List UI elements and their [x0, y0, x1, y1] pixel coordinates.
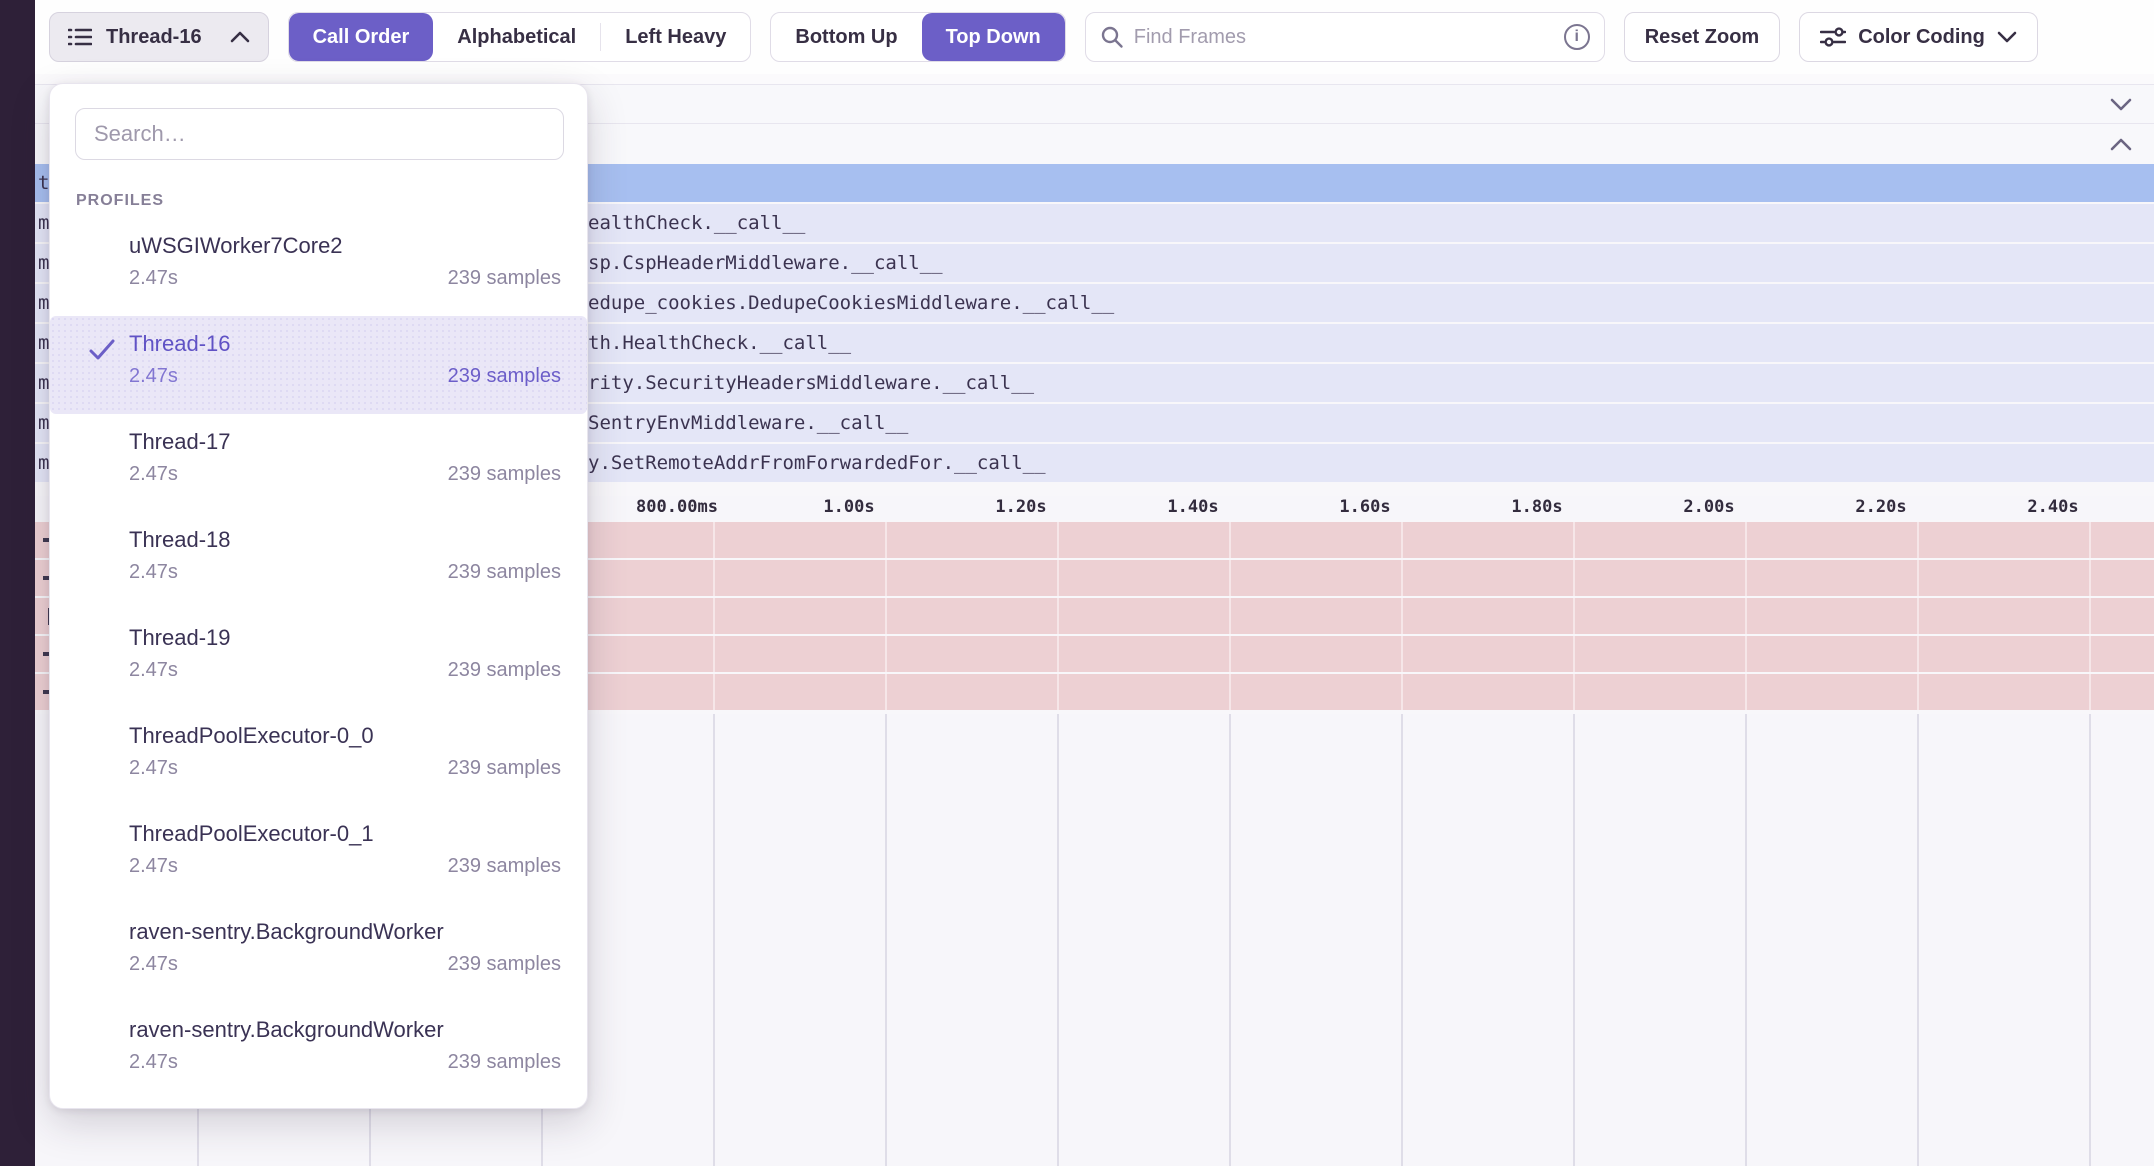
time-axis-tick: 800.00ms [636, 497, 718, 517]
frame-label: SentryEnvMiddleware.__call__ [588, 412, 909, 434]
tab-alphabetical[interactable]: Alphabetical [457, 25, 577, 48]
reset-zoom-button[interactable]: Reset Zoom [1623, 12, 1781, 62]
profile-item-selected[interactable]: Thread-16 2.47s 239 samples [50, 316, 587, 414]
profile-samples: 239 samples [447, 463, 561, 485]
frame-label: rity.SecurityHeadersMiddleware.__call__ [588, 372, 1035, 394]
profile-duration: 2.47s [129, 1051, 178, 1073]
frame-fragment [43, 652, 54, 656]
frame-fragment [43, 690, 54, 694]
frame-label: sp.CspHeaderMiddleware.__call__ [588, 252, 943, 274]
flamegraph-toolbar: Thread-16 Call Order Alphabetical Left H… [35, 0, 2154, 74]
find-frames-search[interactable]: i [1084, 12, 1605, 62]
app-sidebar-edge [0, 0, 35, 1166]
profile-name: Thread-18 [129, 527, 231, 552]
profile-name: Thread-19 [129, 625, 231, 650]
profile-duration: 2.47s [129, 365, 178, 387]
tab-left-heavy[interactable]: Left Heavy [625, 25, 727, 48]
profile-name: ThreadPoolExecutor-0_1 [129, 821, 374, 846]
flame-top-strip [35, 74, 2154, 84]
time-axis-tick: 2.20s [1855, 497, 1907, 517]
profile-duration: 2.47s [129, 757, 178, 779]
frame-label: edupe_cookies.DedupeCookiesMiddleware.__… [588, 292, 1115, 314]
find-frames-input[interactable] [1133, 25, 1554, 49]
profile-name: ThreadPoolExecutor-0_0 [129, 723, 374, 748]
profile-item[interactable]: uWSGIWorker7Core2 2.47s 239 samples [50, 218, 587, 316]
profile-duration: 2.47s [129, 267, 178, 289]
frame-label-fragment: m [38, 252, 50, 274]
tab-call-order[interactable]: Call Order [288, 13, 434, 61]
frame-label-fragment: m [38, 372, 50, 394]
time-axis-tick: 1.00s [823, 497, 875, 517]
profile-duration: 2.47s [129, 855, 178, 877]
frame-label-fragment: t [38, 172, 50, 194]
time-axis-tick: 2.00s [1683, 497, 1735, 517]
profile-samples: 239 samples [447, 365, 561, 387]
tab-top-down[interactable]: Top Down [921, 13, 1065, 61]
profile-item[interactable]: raven-sentry.BackgroundWorker 2.47s 239 … [50, 904, 587, 1002]
time-axis-tick: 2.40s [2027, 497, 2079, 517]
frame-label-fragment: m [38, 452, 50, 474]
direction-segmented-control: Bottom Up Top Down [770, 12, 1066, 62]
profile-name: Thread-17 [129, 429, 231, 454]
profile-item[interactable]: ThreadPoolExecutor-0_1 2.47s 239 samples [50, 806, 587, 904]
check-icon [89, 339, 115, 360]
time-axis-tick: 1.60s [1339, 497, 1391, 517]
profile-samples: 239 samples [447, 659, 561, 681]
profile-samples: 239 samples [447, 267, 561, 289]
thread-selector-button[interactable]: Thread-16 [49, 12, 269, 62]
segment-divider [600, 23, 602, 51]
frame-label-fragment: m [38, 292, 50, 314]
color-coding-button[interactable]: Color Coding [1799, 12, 2038, 62]
profiles-dropdown-panel: PROFILES uWSGIWorker7Core2 2.47s 239 sam… [49, 83, 588, 1109]
profile-duration: 2.47s [129, 659, 178, 681]
search-icon [1101, 26, 1123, 48]
frame-label-fragment: m [38, 212, 50, 234]
frame-label: ealthCheck.__call__ [588, 212, 806, 234]
time-axis-tick: 1.80s [1511, 497, 1563, 517]
chevron-up-icon [230, 31, 249, 43]
time-axis-tick: 1.20s [995, 497, 1047, 517]
profile-name: uWSGIWorker7Core2 [129, 233, 343, 258]
profile-samples: 239 samples [447, 855, 561, 877]
profile-samples: 239 samples [447, 561, 561, 583]
profiles-section-label: PROFILES [76, 192, 165, 209]
profile-name: raven-sentry.BackgroundWorker [129, 1017, 444, 1042]
frame-fragment [43, 576, 54, 580]
profile-duration: 2.47s [129, 561, 178, 583]
profile-name: Thread-16 [129, 331, 231, 356]
profile-item[interactable]: ThreadPoolExecutor-0_0 2.47s 239 samples [50, 708, 587, 806]
profile-item[interactable]: Thread-19 2.47s 239 samples [50, 610, 587, 708]
profile-samples: 239 samples [447, 953, 561, 975]
frame-label-fragment: m [38, 412, 50, 434]
sort-order-segmented-control: Call Order Alphabetical Left Heavy [287, 12, 752, 62]
chevron-down-icon [1997, 31, 2017, 43]
frame-label: y.SetRemoteAddrFromForwardedFor.__call__ [588, 452, 1046, 474]
frame-label: th.HealthCheck.__call__ [588, 332, 852, 354]
time-axis-tick: 1.40s [1167, 497, 1219, 517]
profile-duration: 2.47s [129, 953, 178, 975]
profile-samples: 239 samples [447, 757, 561, 779]
profiles-search-input[interactable] [75, 108, 564, 160]
color-coding-label: Color Coding [1858, 25, 1985, 48]
thread-selector-label: Thread-16 [106, 25, 202, 48]
profile-item[interactable]: Thread-18 2.47s 239 samples [50, 512, 587, 610]
profile-item[interactable]: raven-sentry.BackgroundWorker 2.47s 239 … [50, 1002, 587, 1100]
chevron-down-icon [2110, 98, 2132, 110]
profile-name: raven-sentry.BackgroundWorker [129, 919, 444, 944]
chevron-up-icon [2110, 138, 2132, 150]
profile-duration: 2.47s [129, 463, 178, 485]
tab-bottom-up[interactable]: Bottom Up [795, 25, 898, 48]
list-icon [68, 28, 92, 46]
frame-label-fragment: m [38, 332, 50, 354]
info-icon[interactable]: i [1563, 24, 1590, 50]
sliders-icon [1820, 27, 1847, 47]
reset-zoom-label: Reset Zoom [1644, 25, 1760, 48]
frame-fragment [43, 538, 54, 542]
profile-item[interactable]: Thread-17 2.47s 239 samples [50, 414, 587, 512]
profile-samples: 239 samples [447, 1051, 561, 1073]
